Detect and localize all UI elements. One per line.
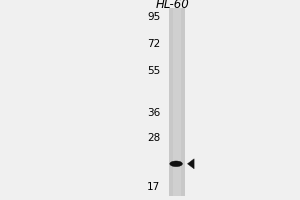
Bar <box>173 8 181 196</box>
Text: 28: 28 <box>147 133 161 143</box>
Text: 55: 55 <box>147 66 161 76</box>
Text: HL-60: HL-60 <box>156 0 189 11</box>
Text: 36: 36 <box>147 108 161 118</box>
Text: 17: 17 <box>147 182 161 192</box>
Text: 72: 72 <box>147 39 161 49</box>
Bar <box>169 8 184 196</box>
Ellipse shape <box>170 161 182 167</box>
Text: 95: 95 <box>147 12 161 22</box>
Polygon shape <box>188 159 194 169</box>
